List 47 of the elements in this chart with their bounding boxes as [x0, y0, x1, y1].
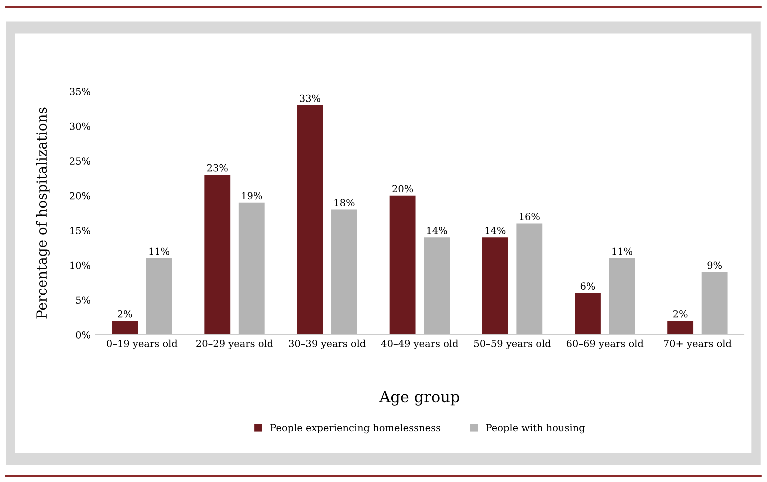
data-label: 14%: [427, 227, 448, 234]
y-tick-label: 0%: [76, 331, 90, 339]
data-label: 20%: [392, 185, 414, 193]
y-tick-label: 15%: [70, 227, 90, 235]
y-tick-label: 30%: [70, 122, 90, 130]
data-label: 2%: [674, 310, 688, 318]
bar: [204, 175, 231, 335]
data-label: 14%: [486, 227, 506, 234]
bar: [297, 105, 324, 335]
bar: [146, 258, 172, 335]
y-tick-label: 5%: [76, 296, 90, 304]
bar: [112, 321, 138, 335]
bar: [668, 321, 694, 335]
bar: [332, 210, 358, 335]
data-label: 18%: [334, 199, 355, 207]
bar: [390, 196, 416, 335]
y-tick-label: 25%: [70, 158, 90, 165]
x-tick-label: 40–49 years old: [381, 340, 458, 350]
data-label: 33%: [300, 94, 320, 102]
bar: [482, 238, 508, 335]
legend-label: People with housing: [486, 424, 586, 434]
legend-label: People experiencing homelessness: [270, 424, 441, 434]
data-label: 11%: [612, 248, 633, 256]
bar: [238, 202, 265, 335]
bar: [575, 293, 601, 335]
x-tick-label: 70+ years old: [664, 340, 732, 350]
y-axis-title: Percentage of hospitalizations: [36, 108, 50, 319]
data-label: 19%: [242, 192, 262, 200]
x-tick-label: 60–69 years old: [566, 340, 644, 350]
data-label: 2%: [118, 310, 132, 318]
x-tick-label: 50–59 years old: [474, 340, 552, 350]
bar: [702, 272, 728, 335]
x-tick-label: 30–39 years old: [289, 340, 366, 350]
bar: [609, 258, 636, 335]
data-label: 16%: [520, 213, 540, 220]
bar: [424, 238, 450, 335]
y-tick-label: 20%: [70, 192, 90, 200]
data-label: 9%: [708, 262, 722, 270]
data-label: 23%: [207, 164, 228, 172]
x-tick-label: 20–29 years old: [196, 340, 274, 350]
bar: [516, 224, 543, 335]
x-tick-label: 0–19 years old: [107, 340, 178, 350]
y-tick-label: 35%: [70, 88, 90, 96]
x-axis-title: Age group: [380, 391, 460, 406]
data-label: 11%: [150, 248, 170, 256]
y-tick-label: 10%: [70, 262, 90, 270]
data-label: 6%: [580, 282, 596, 290]
